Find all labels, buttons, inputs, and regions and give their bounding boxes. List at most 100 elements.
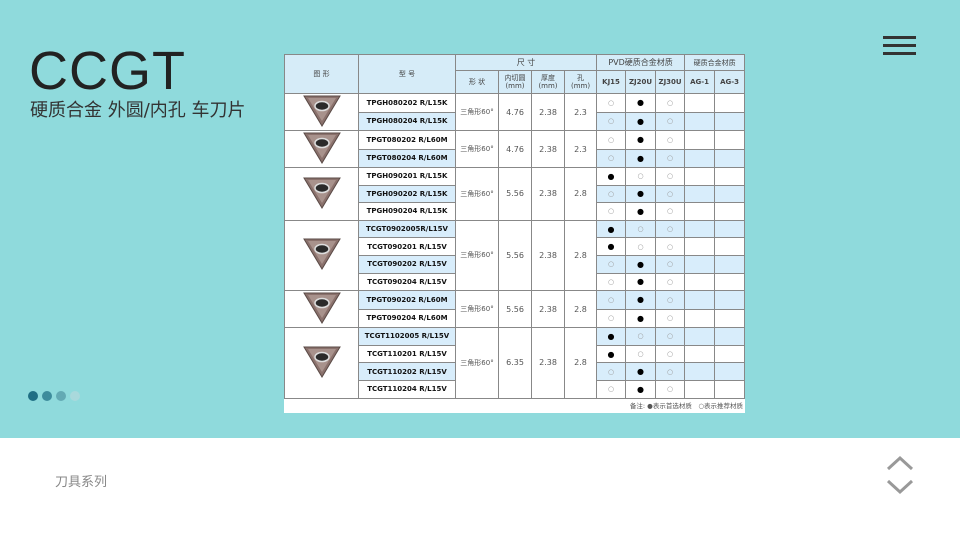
material-recommended: ○ xyxy=(596,379,627,399)
table-row: TPGH090201 R/L15K 三角形60° 5.56 2.38 2.8 ● ○ ○ xyxy=(284,167,746,221)
insert-figure xyxy=(284,93,359,131)
material-preferred: ● xyxy=(596,344,627,364)
material-empty xyxy=(714,254,746,274)
model-cell: TCGT090201 R/L15V xyxy=(358,237,456,256)
hamburger-icon[interactable] xyxy=(883,36,916,56)
pagination-dot[interactable] xyxy=(70,391,80,401)
material-recommended: ○ xyxy=(625,237,657,256)
material-recommended: ○ xyxy=(625,344,657,364)
material-recommended: ○ xyxy=(596,93,627,113)
insert-figure xyxy=(284,130,359,168)
hole-cell: 2.3 xyxy=(563,93,598,131)
material-preferred: ● xyxy=(625,308,657,329)
shape-cell: 三角形60° xyxy=(455,290,499,329)
material-empty xyxy=(714,327,746,346)
material-empty xyxy=(714,130,746,150)
model-cell: TPGT090202 R/L60M xyxy=(358,290,456,310)
ic-cell: 5.56 xyxy=(498,167,532,221)
model-cell: TCGT090202 R/L15V xyxy=(358,254,456,274)
thick-cell: 2.38 xyxy=(531,167,565,221)
material-preferred: ● xyxy=(625,93,657,113)
product-spec-table-panel: 图 形 型 号 尺 寸 PVD硬质合金材质 硬质合金材质 形 状 内切圆 (mm… xyxy=(284,54,746,413)
thick-cell: 2.38 xyxy=(531,327,565,399)
material-empty xyxy=(684,237,716,256)
ic-cell: 5.56 xyxy=(498,290,532,329)
table-row: TPGT090202 R/L60M 三角形60° 5.56 2.38 2.8 ○ ● ○ xyxy=(284,290,746,329)
pagination-dots[interactable] xyxy=(28,391,80,401)
model-cell: TPGH080204 R/L15K xyxy=(358,111,456,131)
material-empty xyxy=(684,362,716,381)
material-preferred: ● xyxy=(625,184,657,204)
triangle-insert-icon xyxy=(302,238,341,271)
ic-cell: 4.76 xyxy=(498,130,532,168)
material-empty xyxy=(684,148,716,168)
material-recommended: ○ xyxy=(655,219,686,239)
table-row: TCGT110202 R/L15V ○ ● ○ xyxy=(285,362,746,381)
triangle-insert-icon xyxy=(302,346,341,378)
header-figure: 图 形 xyxy=(284,54,359,94)
material-recommended: ○ xyxy=(655,130,686,150)
material-preferred: ● xyxy=(596,237,627,256)
hole-cell: 2.8 xyxy=(563,327,598,399)
table-row: TCGT110204 R/L15V ○ ● ○ xyxy=(285,379,746,399)
pagination-dot[interactable] xyxy=(56,391,66,401)
material-empty xyxy=(714,344,746,364)
hole-cell: 2.3 xyxy=(563,130,598,168)
material-recommended: ○ xyxy=(655,202,686,221)
header-grade: ZJ20U xyxy=(625,70,657,94)
model-cell: TCGT110202 R/L15V xyxy=(358,362,456,381)
material-empty xyxy=(684,219,716,239)
page-title: CCGT xyxy=(29,41,186,101)
hole-cell: 2.8 xyxy=(563,290,598,329)
pagination-dot[interactable] xyxy=(28,391,38,401)
header-thickness: 厚度 (mm) xyxy=(531,70,565,94)
material-recommended: ○ xyxy=(655,362,686,381)
material-preferred: ● xyxy=(596,219,627,239)
material-recommended: ○ xyxy=(596,148,627,168)
model-cell: TPGT080202 R/L60M xyxy=(358,130,456,150)
material-empty xyxy=(714,93,746,113)
table-row: TCGT090202 R/L15V ○ ● ○ xyxy=(285,254,746,274)
material-recommended: ○ xyxy=(655,308,686,329)
chevron-up-icon[interactable] xyxy=(886,455,914,471)
model-cell: TPGH090202 R/L15K xyxy=(358,184,456,204)
material-recommended: ○ xyxy=(596,290,627,310)
triangle-insert-icon xyxy=(302,292,341,325)
insert-figure xyxy=(284,167,359,221)
material-empty xyxy=(684,344,716,364)
product-spec-table: 图 形 型 号 尺 寸 PVD硬质合金材质 硬质合金材质 形 状 内切圆 (mm… xyxy=(284,54,746,399)
chevron-down-icon[interactable] xyxy=(886,479,914,495)
material-recommended: ○ xyxy=(596,184,627,204)
footer-category-label: 刀具系列 xyxy=(55,475,108,490)
header-grade: ZJ30U xyxy=(655,70,686,94)
material-recommended: ○ xyxy=(596,362,627,381)
table-row: TCGT090204 R/L15V ○ ● ○ xyxy=(285,272,746,292)
model-cell: TCGT090204 R/L15V xyxy=(358,272,456,292)
material-empty xyxy=(714,219,746,239)
material-preferred: ● xyxy=(596,327,627,346)
thick-cell: 2.38 xyxy=(531,290,565,329)
material-empty xyxy=(684,379,716,399)
material-preferred: ● xyxy=(625,111,657,131)
material-preferred: ● xyxy=(625,272,657,292)
material-recommended: ○ xyxy=(655,148,686,168)
model-cell: TPGT090204 R/L60M xyxy=(358,308,456,329)
insert-figure xyxy=(284,327,359,399)
ic-cell: 5.56 xyxy=(498,219,532,292)
material-recommended: ○ xyxy=(655,237,686,256)
material-recommended: ○ xyxy=(655,344,686,364)
table-row: TPGH090202 R/L15K ○ ● ○ xyxy=(285,184,746,204)
model-cell: TCGT1102005 R/L15V xyxy=(358,327,456,346)
material-empty xyxy=(684,327,716,346)
material-recommended: ○ xyxy=(655,111,686,131)
table-row: TPGT080202 R/L60M 三角形60° 4.76 2.38 2.3 ○ ● ○ xyxy=(284,130,746,168)
shape-cell: 三角形60° xyxy=(455,219,499,292)
material-recommended: ○ xyxy=(625,167,657,186)
material-empty xyxy=(714,308,746,329)
pagination-dot[interactable] xyxy=(42,391,52,401)
header-grade: KJ15 xyxy=(596,70,627,94)
insert-figure xyxy=(284,219,359,292)
material-preferred: ● xyxy=(625,130,657,150)
material-empty xyxy=(714,272,746,292)
model-cell: TCGT0902005R/L15V xyxy=(358,219,456,239)
